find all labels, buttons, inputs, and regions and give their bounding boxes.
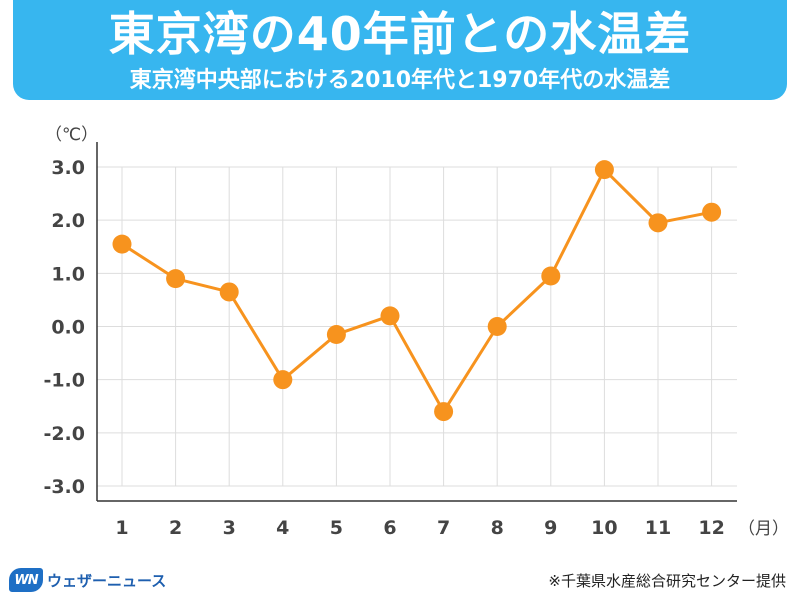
y-axis-unit: （℃） xyxy=(45,125,98,145)
tick-labels: 3.02.01.00.0-1.0-2.0-3.01 2 3 4 5 6 7 8 9 10 11 12（… xyxy=(43,125,789,539)
grid xyxy=(97,166,737,487)
data-point xyxy=(648,213,668,233)
x-tick-label: 5 xyxy=(330,517,343,539)
y-tick-label: 1.0 xyxy=(51,263,85,285)
y-tick-label: 3.0 xyxy=(51,157,85,179)
chart-subtitle: 東京湾中央部における2010年代と1970年代の水温差 xyxy=(129,68,671,93)
x-tick-label: 6 xyxy=(383,517,396,539)
x-tick-label: 1 xyxy=(115,517,128,539)
x-tick-label: 4 xyxy=(276,517,289,539)
x-tick-label: 2 xyxy=(169,517,182,539)
data-point xyxy=(487,317,507,336)
data-point xyxy=(112,234,132,254)
series xyxy=(112,160,722,422)
data-point xyxy=(380,306,400,326)
y-tick-label: -3.0 xyxy=(43,476,85,498)
data-point xyxy=(702,202,722,222)
data-point xyxy=(166,269,186,289)
data-point xyxy=(326,324,346,344)
x-tick-label: 12 xyxy=(698,517,724,539)
x-tick-label: 10 xyxy=(591,517,617,539)
source-note: ※千葉県水産総合研究センター提供 xyxy=(548,572,786,590)
chart-title: 東京湾の40年前との水温差 xyxy=(108,7,692,61)
data-point xyxy=(273,370,293,390)
y-tick-label: -1.0 xyxy=(43,370,85,392)
axes xyxy=(96,142,737,502)
x-tick-label: 3 xyxy=(223,517,236,539)
data-point xyxy=(219,282,239,302)
x-tick-label: 7 xyxy=(437,517,450,539)
y-tick-label: -2.0 xyxy=(43,423,85,445)
wn-logo-icon: WN xyxy=(9,568,43,592)
y-tick-label: 2.0 xyxy=(51,210,85,232)
x-tick-label: 11 xyxy=(645,517,671,539)
y-tick-label: 0.0 xyxy=(51,317,85,339)
series-line xyxy=(121,168,712,414)
x-axis-unit: （月） xyxy=(738,519,789,539)
line-chart: 3.02.01.00.0-1.0-2.0-3.01 2 3 4 5 6 7 8 9 10 11 12（… xyxy=(43,125,789,539)
brand-logo: WN ウェザーニュース xyxy=(9,566,166,594)
title-banner: 東京湾の40年前との水温差 東京湾中央部における2010年代と1970年代の水温… xyxy=(13,0,787,100)
x-tick-label: 9 xyxy=(544,517,557,539)
data-point xyxy=(594,160,614,180)
data-point xyxy=(541,266,561,286)
brand-name: ウェザーニュース xyxy=(47,571,167,590)
data-point xyxy=(434,402,454,422)
x-tick-label: 8 xyxy=(491,517,504,539)
